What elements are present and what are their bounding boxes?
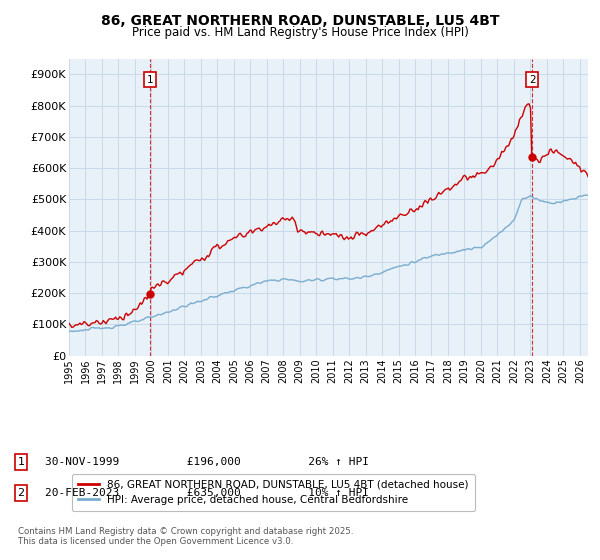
Legend: 86, GREAT NORTHERN ROAD, DUNSTABLE, LU5 4BT (detached house), HPI: Average price: 86, GREAT NORTHERN ROAD, DUNSTABLE, LU5 … — [71, 474, 475, 511]
Text: 20-FEB-2023          £635,000          10% ↑ HPI: 20-FEB-2023 £635,000 10% ↑ HPI — [45, 488, 369, 498]
Text: Contains HM Land Registry data © Crown copyright and database right 2025.
This d: Contains HM Land Registry data © Crown c… — [18, 526, 353, 546]
Text: 30-NOV-1999          £196,000          26% ↑ HPI: 30-NOV-1999 £196,000 26% ↑ HPI — [45, 457, 369, 467]
Text: 1: 1 — [17, 457, 25, 467]
Text: 2: 2 — [529, 74, 536, 85]
Text: 1: 1 — [147, 74, 154, 85]
Text: 86, GREAT NORTHERN ROAD, DUNSTABLE, LU5 4BT: 86, GREAT NORTHERN ROAD, DUNSTABLE, LU5 … — [101, 14, 499, 28]
Text: Price paid vs. HM Land Registry's House Price Index (HPI): Price paid vs. HM Land Registry's House … — [131, 26, 469, 39]
Text: 2: 2 — [17, 488, 25, 498]
